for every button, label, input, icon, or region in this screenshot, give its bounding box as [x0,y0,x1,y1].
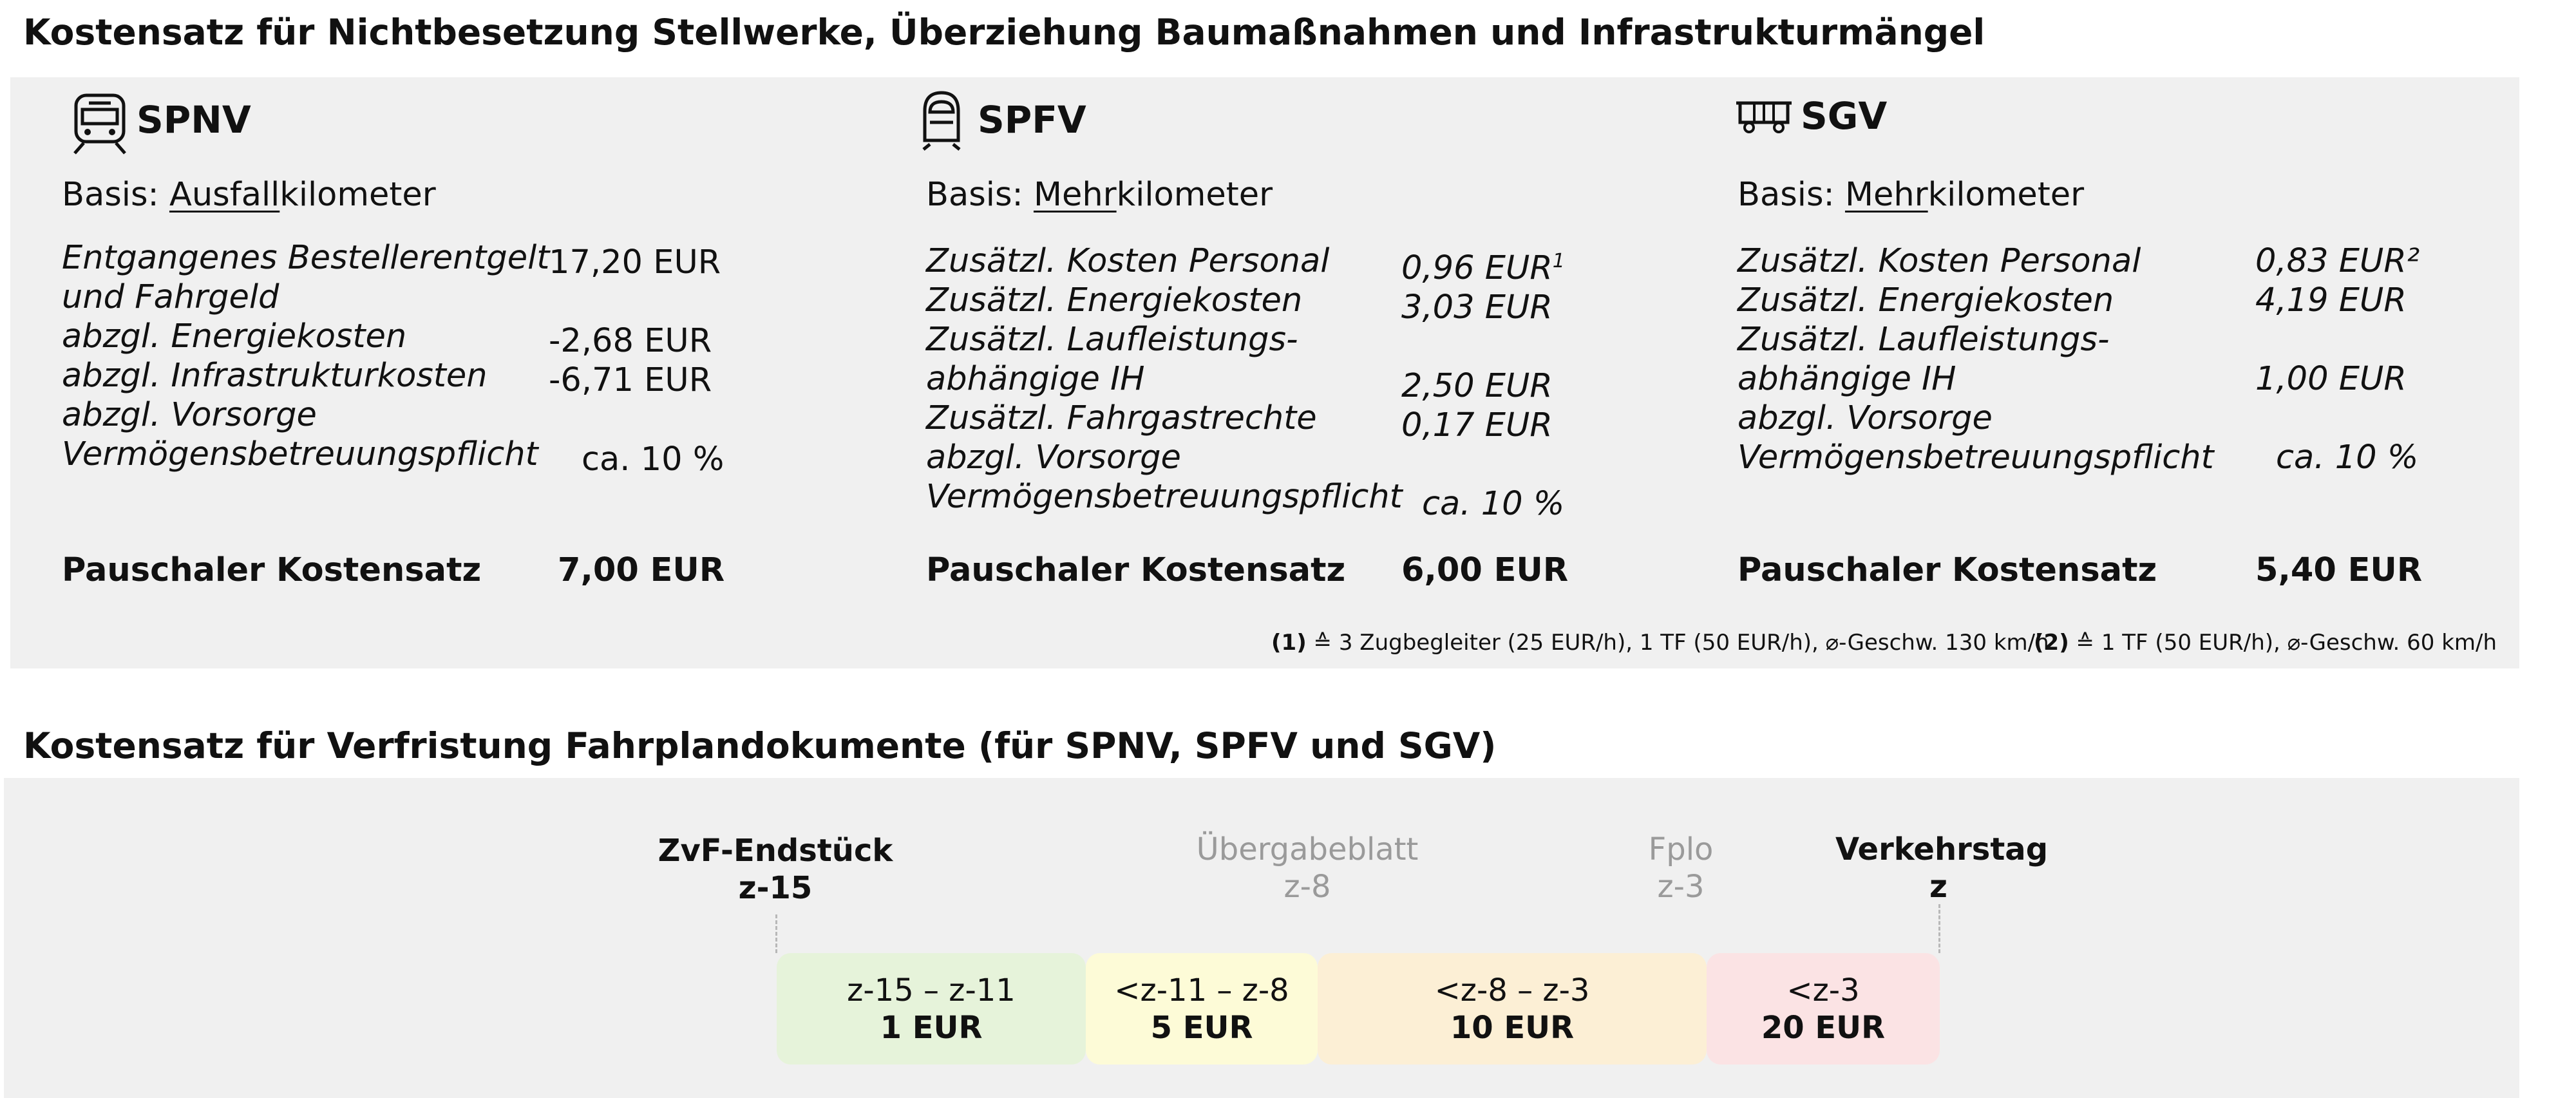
sgv-value: ca. 10 % [2276,439,2419,477]
spnv-value: ca. 10 % [582,440,724,478]
spnv-value: -6,71 EUR [549,361,712,399]
spnv-heading: SPNV [137,98,251,142]
spfv-total-label: Pauschaler Kostensatz [926,551,1346,589]
spfv-value: 2,50 EUR [1401,367,1553,405]
spfv-basis: Basis: Mehrkilometer [926,176,1273,214]
spfv-value: 3,03 EUR [1401,289,1553,327]
spnv-basis: Basis: Ausfallkilometer [62,176,436,214]
sgv-item-labels: Zusätzl. Kosten Personal Zusätzl. Energi… [1738,241,2214,477]
sgv-label: Vermögensbetreuungspflicht [1738,439,2214,477]
fee-range: <z-8 – z-3 [1434,972,1590,1008]
spfv-label: Zusätzl. Energiekosten [926,281,1303,319]
spnv-label: abzgl. Energiekosten [62,317,407,355]
spfv-value: ca. 10 % [1422,485,1565,523]
sgv-values: 0,83 EUR² 4,19 EUR 1,00 EUR ca. 10 % [2255,241,2420,477]
spfv-label: Zusätzl. Laufleistungs- [926,321,1298,359]
sgv-total-value: 5,40 EUR [2255,551,2423,589]
milestone-fplo: Fplo z-3 [1648,831,1714,905]
fee-amount: 1 EUR [880,1009,983,1046]
spnv-value: -2,68 EUR [549,322,712,360]
spnv-label: Vermögensbetreuungspflicht [62,435,538,473]
footnote-2: (2) ≙ 1 TF (50 EUR/h), ⌀-Geschw. 60 km/h [2034,630,2497,656]
sgv-value: 4,19 EUR [2255,281,2407,319]
footnote-1: (1) ≙ 3 Zugbegleiter (25 EUR/h), 1 TF (5… [1271,630,2049,656]
spnv-item-labels: Entgangenes Bestellerentgelt und Fahrgel… [62,238,549,474]
sgv-value: 0,83 EUR² [2255,242,2420,280]
milestone-zvf-endstueck: ZvF-Endstück z-15 [658,833,893,906]
fee-amount: 5 EUR [1150,1009,1253,1046]
spfv-label: abzgl. Vorsorge [926,439,1181,477]
spfv-heading: SPFV [978,98,1086,142]
sgv-total-label: Pauschaler Kostensatz [1738,551,2157,589]
fee-segment-3: <z-8 – z-3 10 EUR [1318,953,1707,1065]
spfv-value: 0,17 EUR [1401,406,1553,444]
fee-range: <z-3 [1786,972,1860,1008]
spnv-label: abzgl. Vorsorge [62,396,317,434]
sgv-basis: Basis: Mehrkilometer [1738,176,2085,214]
spfv-label: Zusätzl. Fahrgastrechte [926,399,1317,437]
spnv-label: Entgangenes Bestellerentgelt [62,239,550,277]
spfv-label: Zusätzl. Kosten Personal [926,242,1330,280]
milestone-connector [1938,904,1940,953]
spfv-value: 0,96 EUR1 [1401,249,1565,287]
sgv-value: 1,00 EUR [2255,360,2407,398]
fee-segment-1: z-15 – z-11 1 EUR [777,953,1086,1065]
milestone-uebergabeblatt: Übergabeblatt z-8 [1196,831,1419,905]
sgv-label: abhängige IH [1738,360,1956,398]
section2-title: Kostensatz für Verfristung Fahrplandokum… [23,725,1497,766]
milestone-verkehrstag: Verkehrstag z [1835,831,2049,905]
fee-amount: 20 EUR [1761,1009,1886,1046]
spnv-total-label: Pauschaler Kostensatz [62,551,482,589]
fee-range: z-15 – z-11 [847,972,1016,1008]
sgv-label: Zusätzl. Laufleistungs- [1738,321,2110,359]
milestone-connector [775,914,777,953]
spnv-label: und Fahrgeld [62,278,279,316]
spfv-total-value: 6,00 EUR [1401,551,1569,589]
fee-segment-2: <z-11 – z-8 5 EUR [1086,953,1318,1065]
spnv-total-value: 7,00 EUR [558,551,725,589]
spfv-item-labels: Zusätzl. Kosten Personal Zusätzl. Energi… [926,241,1403,516]
spnv-label: abzgl. Infrastrukturkosten [62,357,488,395]
sgv-label: Zusätzl. Kosten Personal [1738,242,2141,280]
fee-segment-4: <z-3 20 EUR [1707,953,1940,1065]
spfv-label: Vermögensbetreuungspflicht [926,478,1403,516]
section1-title: Kostensatz für Nichtbesetzung Stellwerke… [23,12,1985,53]
spfv-values: 0,96 EUR1 3,03 EUR 2,50 EUR 0,17 EUR ca.… [1401,241,1565,524]
cost-panel [10,77,2519,668]
fee-range: <z-11 – z-8 [1114,972,1289,1008]
fee-amount: 10 EUR [1450,1009,1575,1046]
sgv-label: abzgl. Vorsorge [1738,399,1993,437]
spnv-value: 17,20 EUR [549,243,721,281]
regional-train-icon [71,91,129,156]
spfv-label: abhängige IH [926,360,1145,398]
high-speed-train-icon [918,89,965,151]
sgv-label: Zusätzl. Energiekosten [1738,281,2114,319]
freight-wagon-icon [1735,97,1793,135]
sgv-heading: SGV [1801,94,1888,138]
